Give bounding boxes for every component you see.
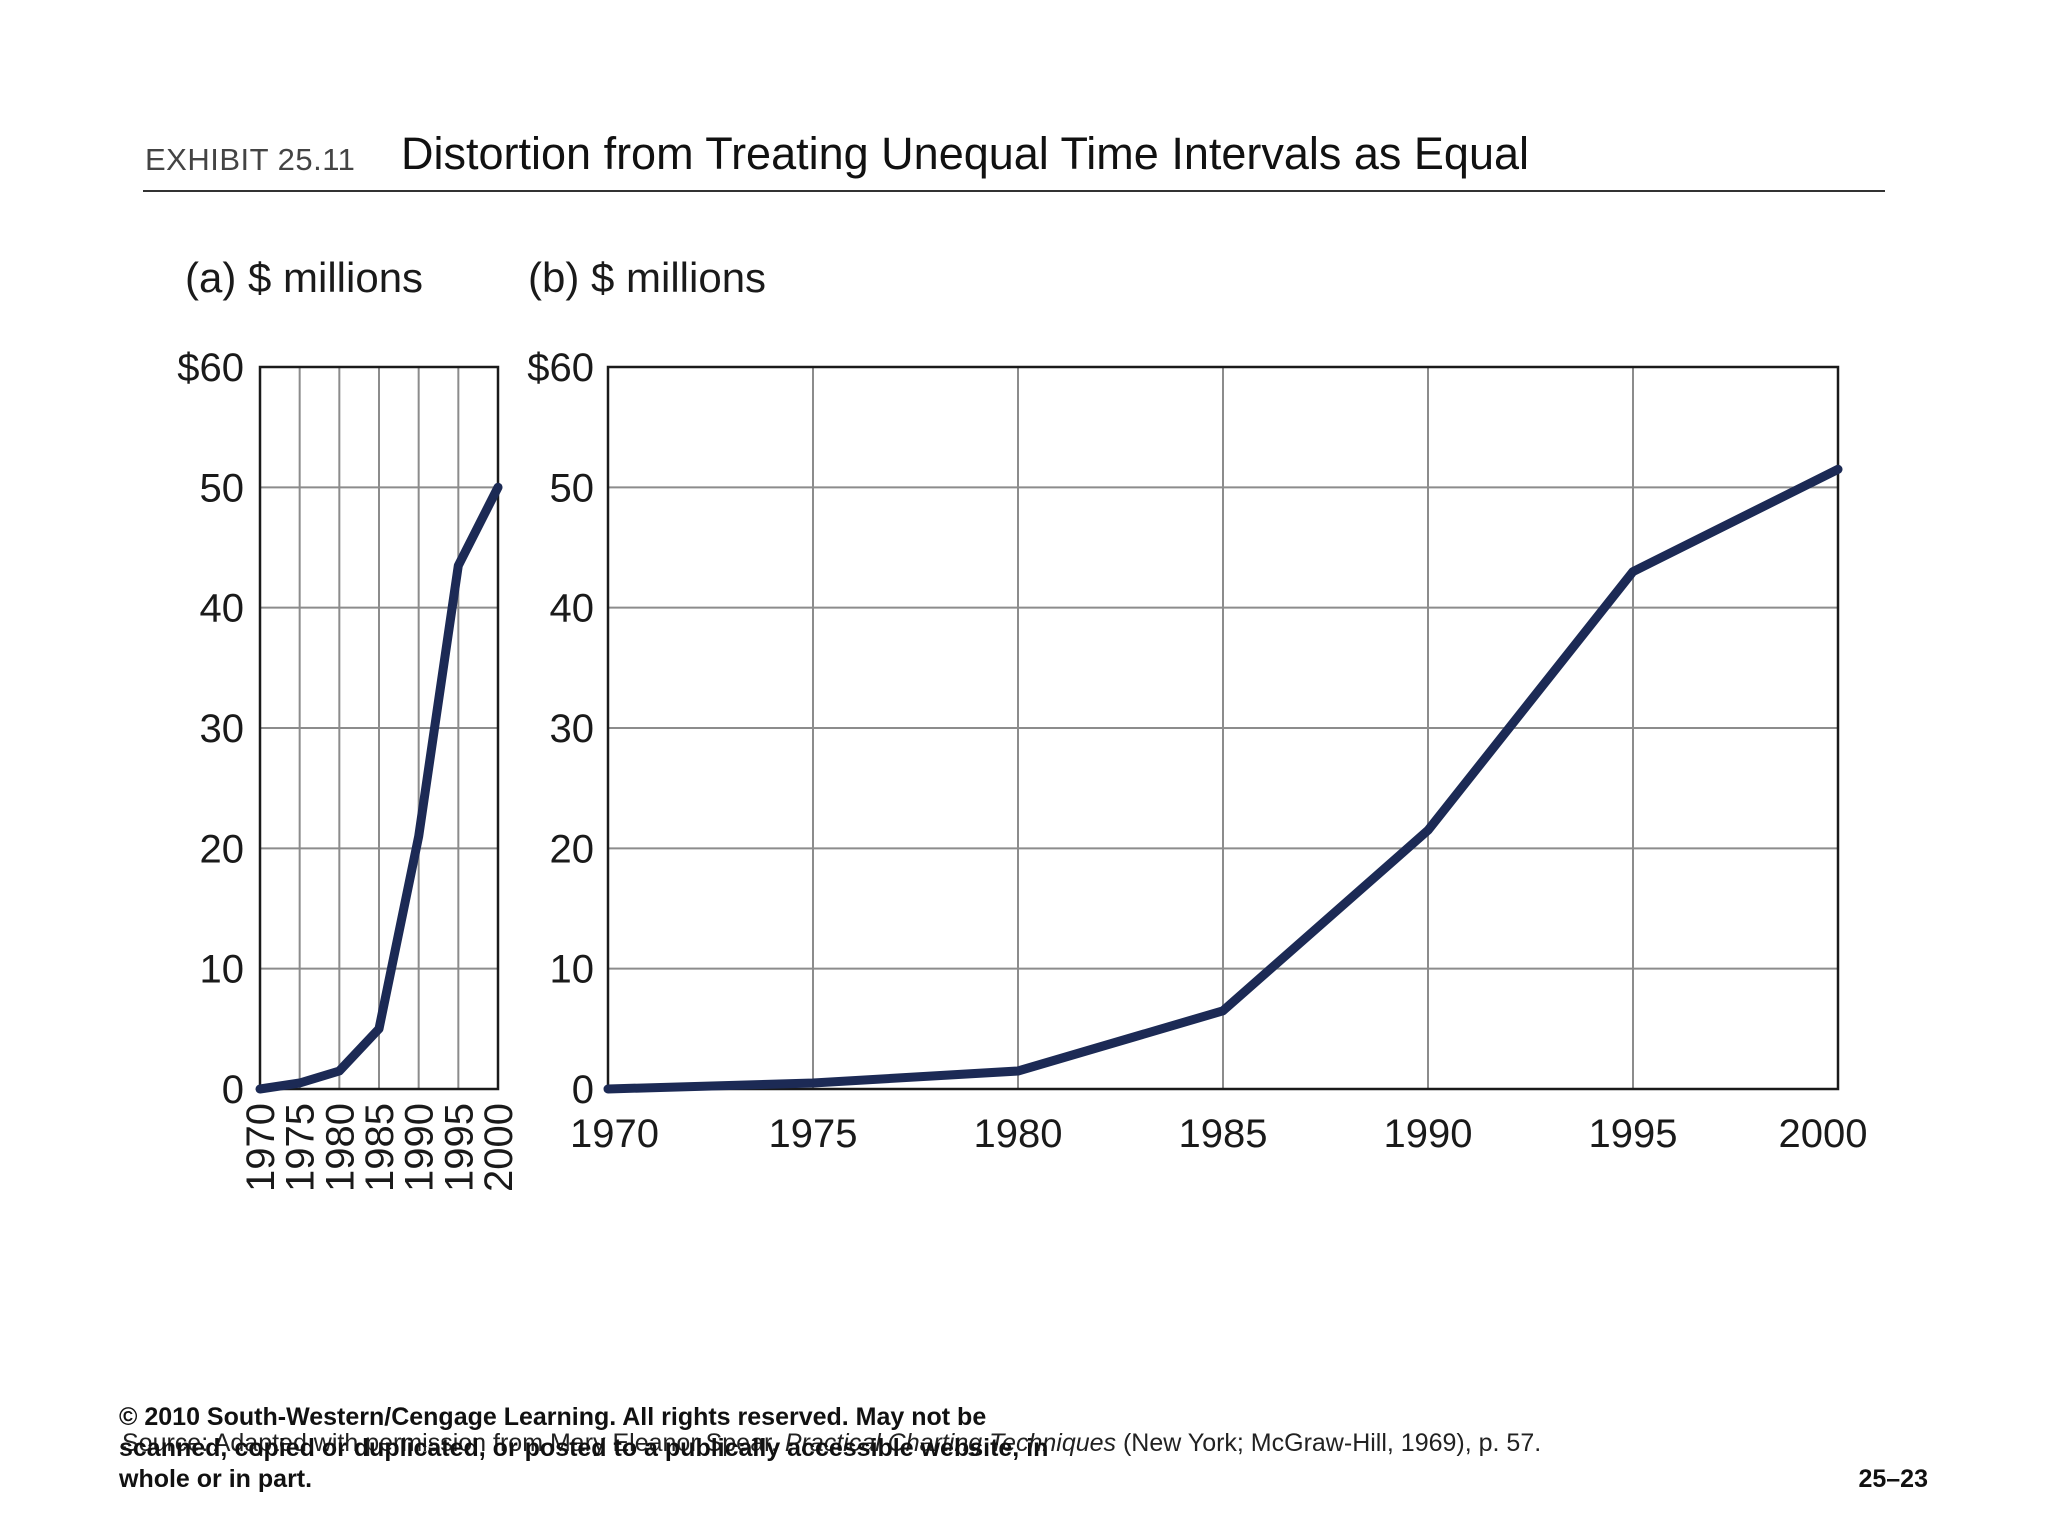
- x-tick-label-a: 1980: [318, 1103, 362, 1192]
- y-tick-label-a: 20: [200, 827, 245, 871]
- x-tick-label-b: 1995: [1589, 1112, 1678, 1156]
- y-tick-label-b: 30: [550, 707, 595, 751]
- panel-label-a: (a) $ millions: [185, 254, 423, 301]
- y-tick-label-b: 40: [550, 587, 595, 631]
- y-tick-label-b: 10: [550, 948, 595, 992]
- x-tick-label-b: 1990: [1384, 1112, 1473, 1156]
- x-tick-label-a: 1985: [358, 1103, 402, 1192]
- data-point-b: [604, 1085, 612, 1093]
- data-point-a: [454, 561, 463, 570]
- data-point-a: [494, 483, 502, 492]
- y-tick-label-b: 0: [572, 1068, 594, 1112]
- data-point-a: [256, 1085, 264, 1093]
- exhibit-number: EXHIBIT 25.11: [145, 142, 356, 177]
- copyright-notice: © 2010 South-Western/Cengage Learning. A…: [119, 1403, 1049, 1493]
- source-prefix: Source: Adapted with permission from Mar…: [122, 1429, 785, 1457]
- x-tick-label-b: 1975: [769, 1112, 858, 1156]
- source-note: Source: Adapted with permission from Mar…: [122, 1429, 1541, 1458]
- plot-frame-a: [258, 365, 500, 1091]
- data-point-a: [295, 1078, 304, 1087]
- data-point-b: [1014, 1066, 1022, 1075]
- y-tick-label-a: 0: [222, 1068, 244, 1112]
- exhibit-title: Distortion from Treating Unequal Time In…: [401, 128, 1530, 179]
- data-point-b: [1219, 1006, 1227, 1015]
- x-tick-label-b: 1970: [570, 1112, 659, 1156]
- y-tick-label-a: 50: [200, 466, 245, 510]
- x-tick-label-a: 1995: [437, 1103, 481, 1192]
- y-tick-label-a: 30: [200, 707, 245, 751]
- data-point-b: [1629, 567, 1637, 576]
- x-tick-label-a: 2000: [477, 1103, 521, 1192]
- data-point-a: [335, 1066, 344, 1075]
- source-book-title: Practical Charting Techniques: [784, 1429, 1117, 1457]
- x-tick-label-b: 1980: [974, 1112, 1063, 1156]
- slide-number: 25–23: [1858, 1465, 1928, 1493]
- data-point-a: [375, 1024, 383, 1033]
- data-point-b: [1834, 465, 1842, 474]
- x-tick-label-b: 1985: [1179, 1112, 1268, 1156]
- data-point-a: [414, 832, 423, 841]
- x-tick-label-a: 1975: [279, 1103, 323, 1192]
- x-tick-label-a: 1970: [239, 1103, 283, 1192]
- y-tick-label-a: 40: [200, 587, 245, 631]
- data-point-b: [809, 1078, 817, 1087]
- y-tick-label-a: $60: [177, 346, 244, 390]
- data-point-b: [1424, 826, 1432, 835]
- source-suffix: (New York; McGraw-Hill, 1969), p. 57.: [1116, 1429, 1542, 1457]
- exhibit-header: EXHIBIT 25.11 Distortion from Treating U…: [143, 120, 1885, 192]
- y-tick-label-b: $60: [527, 346, 594, 390]
- x-tick-label-b: 2000: [1779, 1112, 1868, 1156]
- y-tick-label-a: 10: [200, 948, 245, 992]
- y-tick-label-b: 20: [550, 827, 595, 871]
- plot-frame-b: [606, 365, 1840, 1091]
- x-tick-label-a: 1990: [398, 1103, 442, 1192]
- panel-label-b: (b) $ millions: [528, 254, 766, 301]
- y-tick-label-b: 50: [550, 466, 595, 510]
